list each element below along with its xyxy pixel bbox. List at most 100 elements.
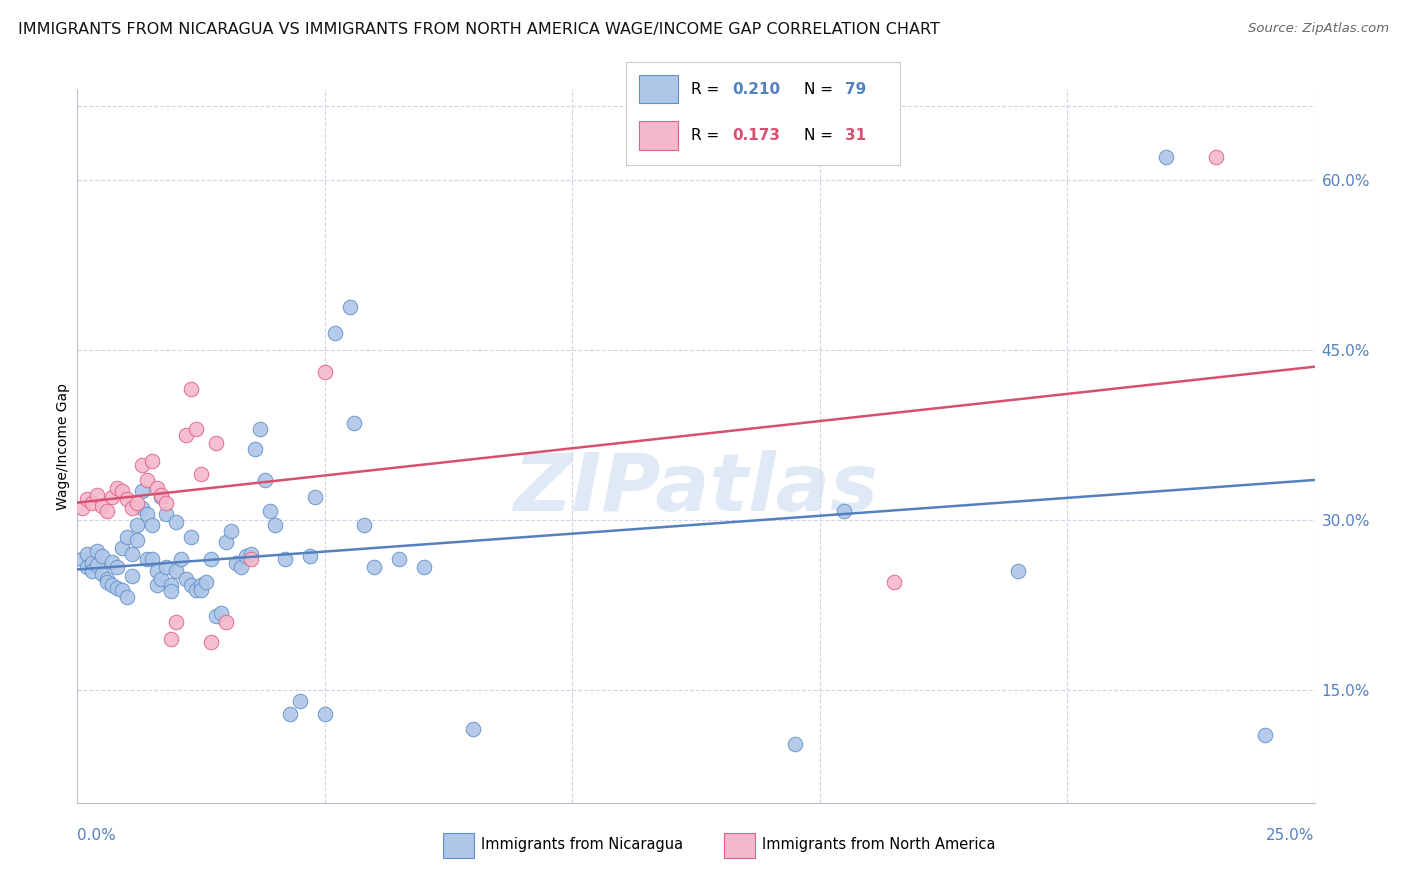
Point [160,632,183,646]
Point [184,582,207,597]
Point [288,694,311,708]
Point [463,722,485,736]
Point [101,490,124,504]
Point [259,503,281,517]
Point [160,578,183,592]
Point [135,507,157,521]
Point [145,564,167,578]
Point [165,515,187,529]
Point [115,492,138,507]
Point [72,552,94,566]
Point [96,574,118,589]
Point [190,467,212,482]
Point [225,556,247,570]
Point [200,635,222,649]
FancyBboxPatch shape [640,75,678,103]
FancyBboxPatch shape [640,121,678,150]
Point [76,547,98,561]
Point [339,300,361,314]
Point [76,560,98,574]
Text: 25.0%: 25.0% [1267,828,1315,843]
Point [1007,564,1029,578]
Point [239,552,262,566]
Point [205,608,228,623]
Point [101,555,124,569]
Point [195,574,218,589]
Point [86,488,108,502]
Point [190,578,212,592]
Text: 31: 31 [845,128,866,143]
Point [249,422,271,436]
Point [412,560,434,574]
Point [125,533,148,547]
Point [121,569,143,583]
Point [264,518,287,533]
Point [165,564,187,578]
Point [91,549,114,563]
Point [174,572,197,586]
Point [86,558,108,572]
Point [215,535,238,549]
Point [190,582,212,597]
Point [219,524,242,538]
Point [82,495,104,509]
Text: 0.173: 0.173 [733,128,780,143]
Point [834,503,856,517]
Point [131,484,153,499]
Point [274,552,297,566]
Point [86,544,108,558]
Text: N =: N = [804,128,838,143]
Point [254,473,277,487]
Point [91,499,114,513]
Point [150,490,173,504]
Point [145,481,167,495]
Point [343,417,366,431]
Text: IMMIGRANTS FROM NICARAGUA VS IMMIGRANTS FROM NORTH AMERICA WAGE/INCOME GAP CORRE: IMMIGRANTS FROM NICARAGUA VS IMMIGRANTS … [18,22,941,37]
Point [141,454,163,468]
Point [150,572,173,586]
Point [278,707,301,722]
Point [363,560,385,574]
Point [388,552,411,566]
Point [165,615,187,629]
Point [135,552,157,566]
Text: N =: N = [804,81,838,96]
Point [111,484,134,499]
Point [111,582,134,597]
Point [783,737,806,751]
Point [314,365,336,379]
Point [131,458,153,473]
Point [105,481,128,495]
Point [91,566,114,581]
Point [245,442,267,457]
Point [883,574,905,589]
Point [145,578,167,592]
Point [1205,150,1227,164]
Point [96,572,118,586]
Point [141,552,163,566]
Point [155,495,177,509]
Text: Immigrants from Nicaragua: Immigrants from Nicaragua [481,838,683,852]
Point [304,490,326,504]
Point [180,530,202,544]
Point [155,560,177,574]
Point [115,590,138,604]
Point [125,518,148,533]
Point [125,495,148,509]
Point [76,492,98,507]
Point [200,552,222,566]
Y-axis label: Wage/Income Gap: Wage/Income Gap [56,383,70,509]
Point [131,501,153,516]
Text: 79: 79 [845,81,866,96]
Text: R =: R = [692,128,724,143]
Point [141,518,163,533]
Point [298,549,321,563]
Point [353,518,375,533]
Point [135,473,157,487]
Point [1154,150,1177,164]
Text: R =: R = [692,81,724,96]
Point [111,541,134,555]
Point [121,501,143,516]
Point [180,383,202,397]
Point [215,615,238,629]
